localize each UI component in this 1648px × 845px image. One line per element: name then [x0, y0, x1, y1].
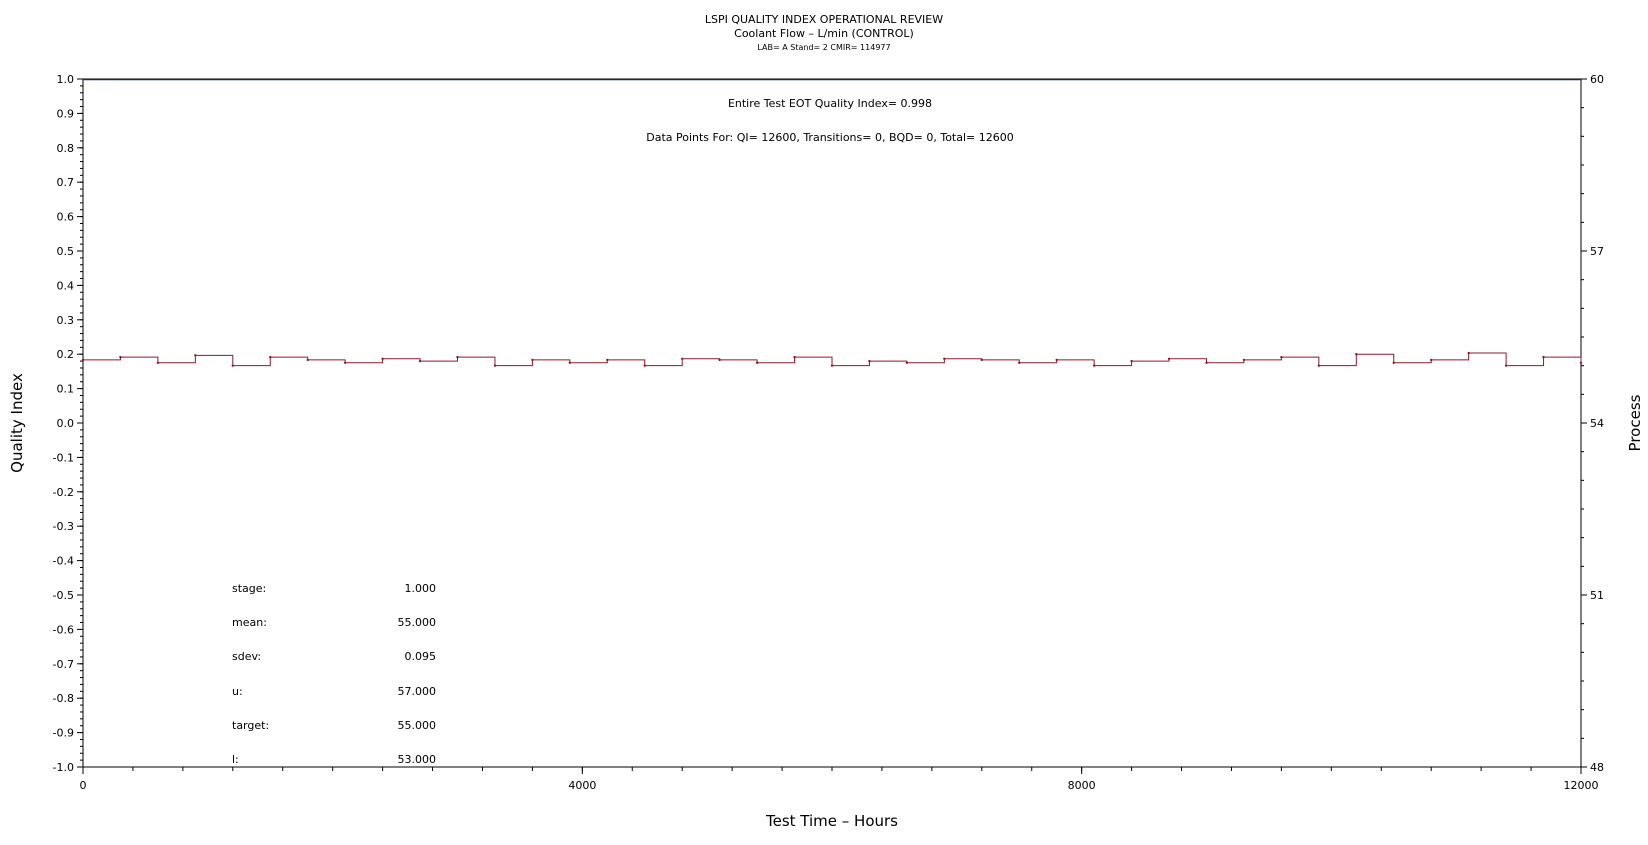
y-tick-label: 1.0: [57, 73, 75, 86]
process-point: [681, 357, 684, 360]
y-axis-label: Quality Index: [8, 373, 26, 473]
x-axis: 0 4000 8000 12000: [80, 767, 1599, 792]
y-axis-right: 60 57 54 51 48: [1581, 73, 1604, 774]
y-tick-label: 0.8: [57, 142, 75, 155]
plot-frame: [82, 78, 1582, 768]
process-point: [1317, 364, 1321, 367]
y-tick-label: -0.9: [53, 727, 74, 740]
x-tick-label: 12000: [1564, 779, 1599, 792]
y-tick-label: 0.9: [57, 107, 75, 120]
y2-tick-label: 51: [1590, 589, 1604, 602]
y-axis-left: 1.0 0.9 0.8 0.7 0.6 0.5 0.4 0.3 0.2 0.1 0.0 -0.1 -0.…: [53, 73, 83, 774]
y-tick-label: -0.7: [53, 658, 74, 671]
stat-value: 1.000: [405, 582, 437, 595]
process-point: [1467, 351, 1470, 355]
y-tick-label: 0.4: [57, 279, 75, 292]
process-point: [231, 364, 234, 367]
process-point: [1055, 358, 1058, 362]
stat-label: l:: [232, 753, 239, 766]
process-point: [1092, 364, 1096, 367]
process-point: [1542, 355, 1545, 359]
series-group: [81, 79, 1583, 367]
y-tick-label: -0.3: [53, 520, 74, 533]
process-point: [194, 354, 197, 357]
y2-tick-label: 60: [1590, 73, 1604, 86]
process-point: [119, 355, 122, 359]
stat-label: stage:: [232, 582, 266, 595]
y-tick-label: -0.5: [53, 589, 74, 602]
stat-label: mean:: [232, 616, 267, 629]
process-point: [1504, 364, 1508, 367]
y-tick-label: -0.6: [53, 623, 74, 636]
process-point: [381, 357, 384, 360]
process-point: [718, 358, 721, 362]
process-point: [606, 358, 609, 362]
process-point: [1205, 361, 1208, 364]
stat-value: 53.000: [398, 753, 437, 766]
process-point: [343, 361, 347, 364]
process-point: [793, 355, 796, 359]
process-point: [1018, 361, 1021, 364]
process-point: [943, 357, 946, 360]
y-tick-label: -0.8: [53, 692, 74, 705]
process-point: [493, 364, 497, 367]
y-tick-label: -0.1: [53, 451, 74, 464]
process-point: [418, 359, 422, 363]
stat-label: target:: [232, 719, 269, 732]
y-tick-label: 0.1: [57, 383, 75, 396]
process-point: [1579, 361, 1583, 364]
y-tick-label: -0.2: [53, 486, 74, 499]
y-tick-label: 0.6: [57, 211, 75, 224]
process-point: [1167, 357, 1171, 360]
y2-tick-label: 48: [1590, 761, 1604, 774]
eot-quality-index: Entire Test EOT Quality Index= 0.998: [728, 97, 932, 110]
y-tick-label: 0.2: [57, 348, 75, 361]
y2-axis-label: Process: [1626, 394, 1644, 451]
stat-value: 0.095: [405, 650, 437, 663]
chart-meta: LAB= A Stand= 2 CMIR= 114977: [757, 43, 890, 52]
stat-value: 55.000: [398, 719, 437, 732]
process-point: [1355, 353, 1358, 356]
x-tick-label: 0: [80, 779, 87, 792]
process-point: [456, 355, 459, 359]
process-point: [1430, 358, 1433, 362]
process-point: [905, 361, 909, 364]
x-tick-label: 4000: [568, 779, 596, 792]
y-tick-label: 0.7: [57, 176, 75, 189]
process-point: [306, 358, 309, 362]
process-point: [1130, 359, 1133, 363]
y-tick-label: -0.4: [53, 555, 74, 568]
process-point: [980, 358, 983, 362]
y2-tick-label: 57: [1590, 245, 1604, 258]
process-point: [531, 358, 534, 362]
process-point: [156, 361, 160, 364]
chart-titles: LSPI QUALITY INDEX OPERATIONAL REVIEW Co…: [705, 13, 943, 52]
process-point: [269, 355, 272, 359]
process-point: [1242, 358, 1246, 362]
process-point: [868, 359, 871, 363]
process-point: [830, 364, 834, 367]
chart-subtitle: Coolant Flow – L/min (CONTROL): [734, 27, 914, 40]
process-point: [643, 364, 646, 367]
y-tick-label: 0.3: [57, 314, 75, 327]
stats-table: stage: 1.000 mean: 55.000 sdev: 0.095 u: 57.000…: [232, 582, 436, 766]
y-tick-label: -1.0: [53, 761, 74, 774]
process-point: [568, 361, 572, 364]
stat-value: 55.000: [398, 616, 437, 629]
process-point: [1392, 361, 1395, 364]
stat-value: 57.000: [398, 685, 437, 698]
x-tick-label: 8000: [1068, 779, 1096, 792]
y-tick-label: 0.5: [57, 245, 75, 258]
stat-label: sdev:: [232, 650, 261, 663]
process-point: [81, 358, 85, 362]
process-point: [755, 361, 759, 364]
y-tick-label: 0.0: [57, 417, 75, 430]
y2-tick-label: 54: [1590, 417, 1604, 430]
x-axis-label: Test Time – Hours: [765, 812, 898, 830]
data-points-summary: Data Points For: QI= 12600, Transitions=…: [646, 131, 1014, 144]
chart-title: LSPI QUALITY INDEX OPERATIONAL REVIEW: [705, 13, 943, 26]
process-point: [1280, 355, 1283, 359]
stat-label: u:: [232, 685, 243, 698]
